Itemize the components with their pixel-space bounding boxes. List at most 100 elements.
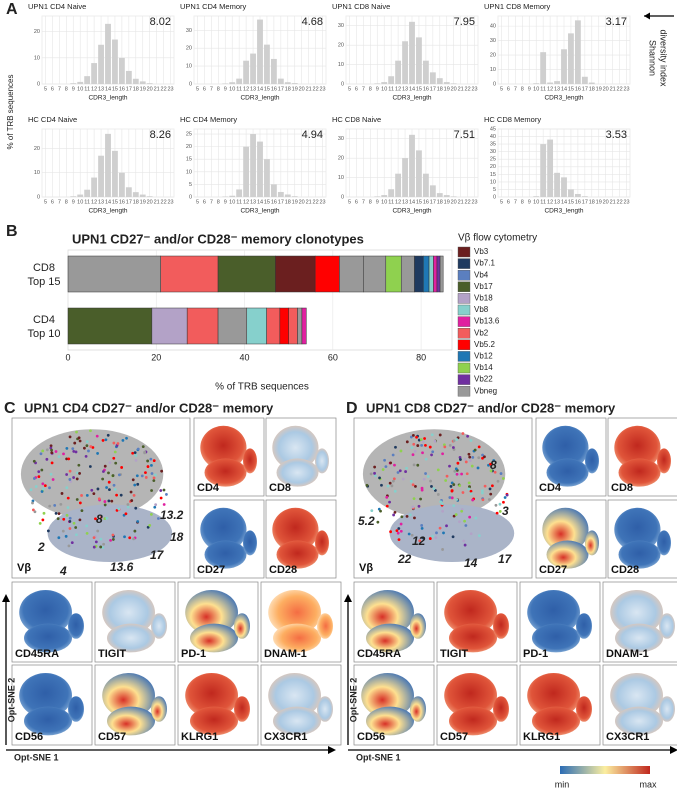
tsne-blob — [493, 696, 509, 722]
x-tick-label: 13 — [98, 86, 104, 92]
cell-dot — [410, 533, 414, 537]
x-tick-label: 22 — [465, 199, 471, 205]
x-tick-label: 12 — [547, 86, 553, 92]
y-axis-label: Opt-SNE 2 — [348, 678, 358, 723]
x-tick-label: 10 — [229, 199, 235, 205]
cell-dot — [65, 446, 69, 450]
x-tick-label: 9 — [72, 86, 75, 92]
tsne-blob — [243, 448, 257, 474]
tsne-blob — [24, 623, 72, 653]
bar — [416, 150, 422, 197]
x-tick-label: 14 — [409, 86, 415, 92]
cell-dot — [397, 527, 401, 530]
tsne-blob — [190, 623, 238, 653]
y-tick-label: 10 — [34, 170, 40, 176]
legend-label: Vb5.2 — [474, 340, 495, 349]
y-tick-label: 20 — [186, 144, 192, 150]
tsne-blob — [618, 540, 661, 569]
x-tick-label: 11 — [540, 86, 546, 92]
bar — [139, 194, 146, 197]
tsne-blob — [659, 613, 675, 639]
cell-dot — [120, 466, 124, 469]
cell-dot — [105, 486, 108, 489]
tsne-blob — [19, 590, 73, 635]
x-tick-label: 18 — [437, 199, 443, 205]
cell-dot — [378, 476, 381, 480]
cell-dot — [62, 517, 66, 521]
cell-dot — [429, 479, 433, 483]
cell-dot — [420, 524, 424, 527]
x-tick-label: 19 — [140, 86, 146, 92]
x-tick-label: 21 — [610, 199, 616, 205]
cell-dot — [51, 478, 55, 481]
cell-dot — [103, 464, 107, 468]
legend-swatch — [457, 351, 471, 362]
x-tick-label: 23 — [471, 199, 477, 205]
y-tick-label: 10 — [338, 62, 344, 68]
cell-dot — [146, 465, 150, 468]
cell-dot — [373, 471, 376, 475]
bar — [381, 195, 388, 197]
x-axis-label: CDR3_length — [240, 208, 279, 215]
y-tick-label: 25 — [186, 131, 192, 137]
bar — [429, 72, 436, 84]
cell-dot — [441, 509, 445, 513]
chart-title: UPN1 CD8 Naive — [332, 2, 390, 11]
cell-dot — [111, 474, 115, 477]
tsne-blob — [102, 673, 155, 718]
legend-label: Vb18 — [474, 294, 493, 303]
cell-dot — [148, 524, 152, 527]
legend-swatch — [457, 386, 471, 397]
cell-dot — [502, 500, 505, 504]
bar — [409, 21, 415, 84]
cell-dot — [60, 492, 64, 495]
x-axis-label: CDR3_length — [240, 95, 279, 102]
x-tick-label: 18 — [285, 199, 291, 205]
x-tick-label: 15 — [568, 86, 574, 92]
cell-dot — [430, 433, 434, 437]
bar — [70, 83, 77, 84]
tsne-blob — [272, 507, 319, 552]
cell-dot — [75, 477, 79, 481]
cell-dot — [455, 438, 459, 441]
cell-dot — [448, 496, 452, 499]
cell-dot — [96, 487, 100, 491]
x-tick-label: 16 — [271, 199, 277, 205]
cell-dot — [42, 511, 46, 515]
cell-dot — [150, 489, 153, 492]
cell-dot — [65, 513, 69, 517]
cell-dot — [413, 516, 416, 520]
x-tick-label: 6 — [51, 86, 54, 92]
cell-dot — [160, 469, 164, 473]
tsne-blob — [610, 590, 663, 635]
x-tick-label: 60 — [328, 352, 338, 362]
cell-dot — [92, 545, 96, 549]
x-tick-label: 16 — [423, 86, 429, 92]
cell-dot — [33, 510, 37, 514]
marker-label: CX3CR1 — [606, 731, 649, 743]
bar — [257, 141, 263, 197]
marker-label: TIGIT — [440, 648, 468, 660]
y-tick-label: 20 — [34, 29, 40, 35]
marker-label: CD8 — [269, 482, 291, 494]
cell-dot — [75, 533, 78, 537]
cell-dot — [134, 454, 138, 457]
cell-dot — [77, 463, 81, 467]
cell-dot — [463, 457, 467, 461]
x-tick-label: 23 — [623, 86, 629, 92]
bar-segment — [385, 255, 402, 293]
cell-dot — [476, 466, 480, 470]
x-tick-label: 6 — [203, 86, 206, 92]
x-tick-label: 10 — [229, 86, 235, 92]
diversity-index: 3.17 — [606, 16, 627, 28]
chart-title: HC CD8 Memory — [484, 115, 541, 124]
tsne-blob — [190, 706, 238, 736]
tsne-blob — [410, 613, 426, 639]
cell-dot — [103, 503, 107, 507]
x-tick-label: 18 — [133, 199, 139, 205]
bar — [416, 37, 422, 84]
x-tick-label: 22 — [161, 199, 167, 205]
bar — [436, 193, 443, 197]
tsne-blob — [200, 507, 247, 552]
tsne-blob — [532, 623, 580, 653]
